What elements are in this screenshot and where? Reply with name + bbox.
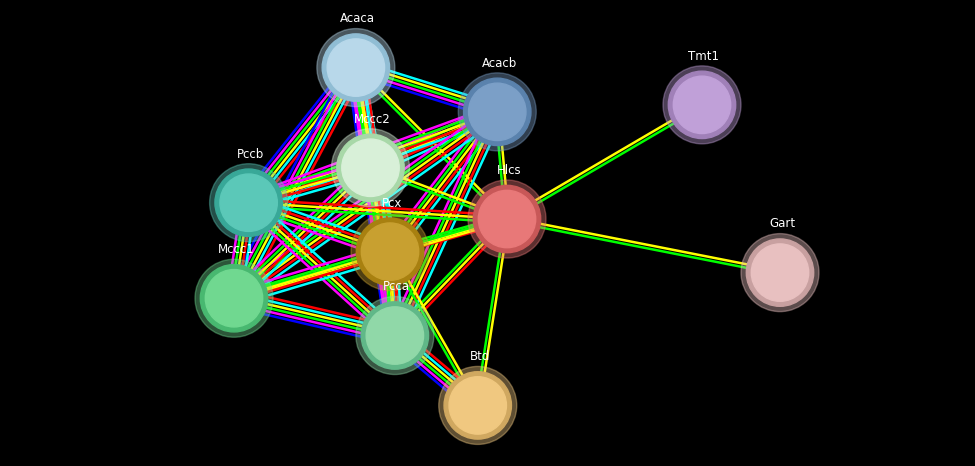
Circle shape <box>210 164 288 242</box>
Circle shape <box>463 78 531 145</box>
Circle shape <box>220 174 277 232</box>
Circle shape <box>336 134 405 201</box>
Text: Acaca: Acaca <box>340 13 375 26</box>
Text: Mccc2: Mccc2 <box>354 113 391 126</box>
Circle shape <box>206 269 262 327</box>
Circle shape <box>362 223 418 281</box>
Circle shape <box>746 239 814 306</box>
Text: Pcca: Pcca <box>383 281 410 294</box>
Text: Gart: Gart <box>769 218 795 231</box>
Circle shape <box>200 265 268 332</box>
Text: Hlcs: Hlcs <box>496 164 522 177</box>
Circle shape <box>214 169 283 236</box>
Text: Pccb: Pccb <box>237 148 264 161</box>
Circle shape <box>342 139 399 197</box>
Circle shape <box>361 302 429 369</box>
Circle shape <box>444 372 512 439</box>
Circle shape <box>317 28 395 107</box>
Circle shape <box>356 296 434 375</box>
Circle shape <box>663 66 741 144</box>
Circle shape <box>468 180 546 258</box>
Circle shape <box>458 73 536 151</box>
Circle shape <box>449 377 506 434</box>
Circle shape <box>356 218 424 285</box>
Circle shape <box>741 233 819 312</box>
Circle shape <box>351 212 429 291</box>
Circle shape <box>752 244 808 302</box>
Text: Tmt1: Tmt1 <box>688 50 720 63</box>
Text: Btd: Btd <box>470 350 489 363</box>
Circle shape <box>332 129 409 207</box>
Text: Mccc1: Mccc1 <box>217 243 254 256</box>
Circle shape <box>367 307 423 364</box>
Circle shape <box>328 39 384 96</box>
Circle shape <box>195 259 273 337</box>
Circle shape <box>479 190 535 248</box>
Circle shape <box>674 76 730 134</box>
Circle shape <box>473 185 541 253</box>
Circle shape <box>439 366 517 445</box>
Circle shape <box>322 34 390 101</box>
Circle shape <box>469 83 526 141</box>
Text: Pcx: Pcx <box>382 197 402 210</box>
Text: Acacb: Acacb <box>482 57 517 70</box>
Circle shape <box>668 71 736 138</box>
